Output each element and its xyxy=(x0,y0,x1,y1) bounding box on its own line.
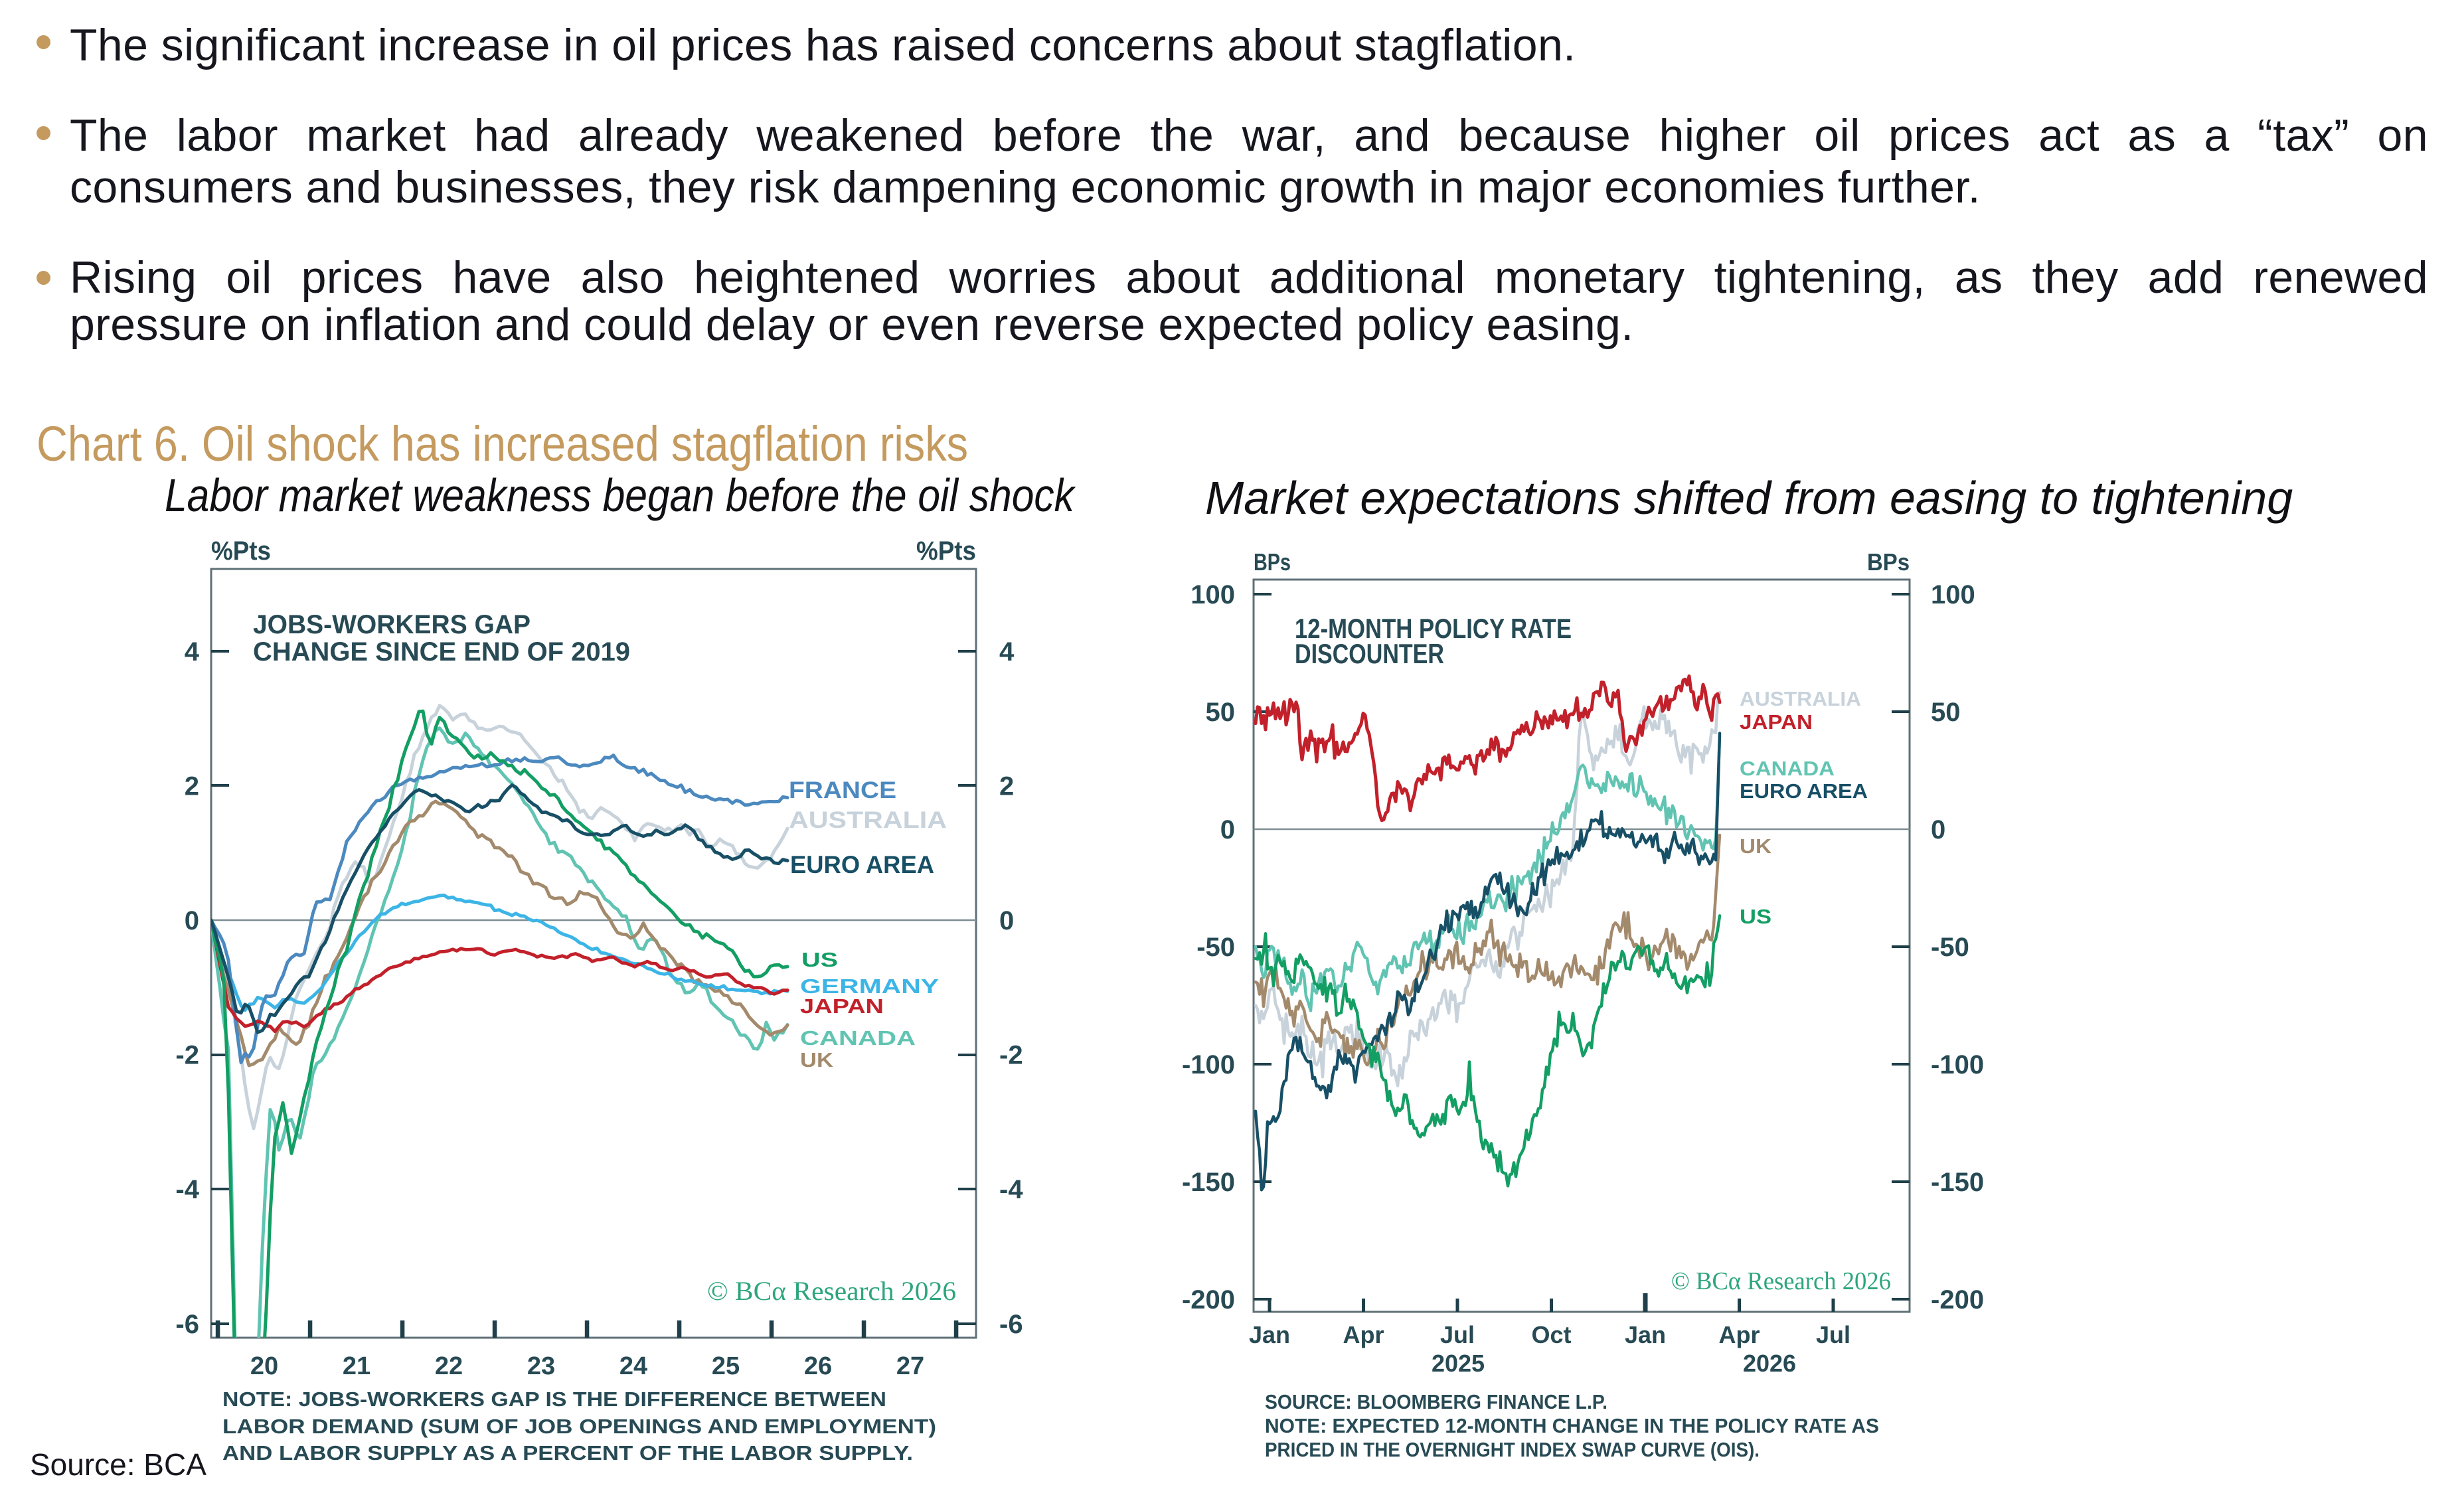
svg-text:Jul: Jul xyxy=(1816,1321,1850,1348)
svg-text:-100: -100 xyxy=(1182,1050,1235,1079)
svg-text:DISCOUNTER: DISCOUNTER xyxy=(1295,638,1444,669)
svg-text:© BCα Research 2026: © BCα Research 2026 xyxy=(707,1276,956,1306)
svg-text:Oct: Oct xyxy=(1531,1321,1571,1348)
svg-text:0: 0 xyxy=(185,906,199,935)
svg-text:4: 4 xyxy=(999,637,1015,667)
svg-text:AUSTRALIA: AUSTRALIA xyxy=(789,807,947,833)
svg-text:FRANCE: FRANCE xyxy=(789,777,896,803)
svg-text:UK: UK xyxy=(800,1048,834,1072)
svg-text:4: 4 xyxy=(185,637,200,667)
svg-text:50: 50 xyxy=(1931,698,1961,727)
svg-text:21: 21 xyxy=(343,1352,370,1380)
svg-text:27: 27 xyxy=(896,1352,924,1380)
svg-text:JOBS-WORKERS GAP: JOBS-WORKERS GAP xyxy=(253,610,531,639)
svg-text:2026: 2026 xyxy=(1743,1350,1796,1377)
svg-text:50: 50 xyxy=(1206,698,1236,727)
svg-text:CANADA: CANADA xyxy=(1740,757,1835,780)
svg-text:JAPAN: JAPAN xyxy=(800,994,884,1018)
svg-text:22: 22 xyxy=(435,1352,463,1380)
svg-text:Apr: Apr xyxy=(1343,1321,1384,1348)
svg-text:-4: -4 xyxy=(175,1175,199,1204)
svg-text:LABOR DEMAND (SUM OF JOB OPENI: LABOR DEMAND (SUM OF JOB OPENINGS AND EM… xyxy=(222,1415,936,1438)
svg-text:-200: -200 xyxy=(1182,1285,1235,1314)
svg-text:-150: -150 xyxy=(1182,1168,1235,1197)
svg-text:12-MONTH POLICY RATE: 12-MONTH POLICY RATE xyxy=(1295,613,1572,644)
svg-text:US: US xyxy=(801,948,838,971)
svg-text:-6: -6 xyxy=(999,1310,1023,1339)
svg-text:GERMANY: GERMANY xyxy=(800,975,939,998)
svg-text:%Pts: %Pts xyxy=(916,536,976,566)
svg-text:0: 0 xyxy=(999,906,1014,935)
svg-text:Jul: Jul xyxy=(1440,1321,1475,1348)
svg-text:Jan: Jan xyxy=(1249,1321,1290,1348)
svg-text:BPs: BPs xyxy=(1867,548,1910,576)
svg-text:SOURCE: BLOOMBERG FINANCE L.P.: SOURCE: BLOOMBERG FINANCE L.P. xyxy=(1265,1390,1607,1413)
svg-text:100: 100 xyxy=(1191,580,1235,609)
svg-text:0: 0 xyxy=(1220,815,1235,844)
svg-text:Apr: Apr xyxy=(1719,1321,1760,1348)
svg-text:BPs: BPs xyxy=(1254,548,1291,576)
svg-text:%Pts: %Pts xyxy=(211,536,271,566)
svg-text:23: 23 xyxy=(527,1352,555,1380)
svg-text:EURO AREA: EURO AREA xyxy=(1740,779,1868,803)
svg-text:-4: -4 xyxy=(999,1175,1023,1204)
svg-text:© BCα Research 2026: © BCα Research 2026 xyxy=(1671,1267,1891,1295)
svg-text:100: 100 xyxy=(1931,580,1975,609)
svg-text:AUSTRALIA: AUSTRALIA xyxy=(1740,687,1861,710)
svg-text:26: 26 xyxy=(804,1352,832,1380)
svg-text:-6: -6 xyxy=(175,1310,199,1339)
svg-text:US: US xyxy=(1740,905,1771,928)
svg-text:Jan: Jan xyxy=(1625,1321,1666,1348)
svg-text:CANADA: CANADA xyxy=(800,1026,916,1050)
svg-text:EURO AREA: EURO AREA xyxy=(790,851,934,878)
svg-text:2025: 2025 xyxy=(1432,1350,1485,1377)
svg-text:PRICED IN THE OVERNIGHT INDEX: PRICED IN THE OVERNIGHT INDEX SWAP CURVE… xyxy=(1265,1438,1760,1461)
svg-text:2: 2 xyxy=(185,771,199,801)
svg-text:0: 0 xyxy=(1931,815,1945,844)
svg-text:24: 24 xyxy=(619,1352,647,1380)
svg-text:-150: -150 xyxy=(1931,1168,1984,1197)
svg-text:CHANGE SINCE END OF 2019: CHANGE SINCE END OF 2019 xyxy=(253,637,630,667)
svg-text:NOTE: JOBS-WORKERS GAP IS THE: NOTE: JOBS-WORKERS GAP IS THE DIFFERENCE… xyxy=(222,1388,886,1411)
svg-text:-200: -200 xyxy=(1931,1285,1984,1314)
svg-text:-50: -50 xyxy=(1196,933,1235,962)
svg-text:2: 2 xyxy=(999,771,1014,801)
svg-text:JAPAN: JAPAN xyxy=(1740,710,1813,734)
svg-text:25: 25 xyxy=(712,1352,740,1380)
svg-text:-2: -2 xyxy=(999,1041,1023,1070)
svg-text:-50: -50 xyxy=(1931,933,1969,962)
svg-text:UK: UK xyxy=(1740,834,1772,858)
svg-text:20: 20 xyxy=(250,1352,278,1380)
svg-text:-100: -100 xyxy=(1931,1050,1984,1079)
svg-text:-2: -2 xyxy=(175,1041,199,1070)
svg-text:NOTE: EXPECTED 12-MONTH CHANGE: NOTE: EXPECTED 12-MONTH CHANGE IN THE PO… xyxy=(1265,1414,1879,1437)
svg-text:AND LABOR SUPPLY AS A PERCENT: AND LABOR SUPPLY AS A PERCENT OF THE LAB… xyxy=(222,1441,913,1465)
